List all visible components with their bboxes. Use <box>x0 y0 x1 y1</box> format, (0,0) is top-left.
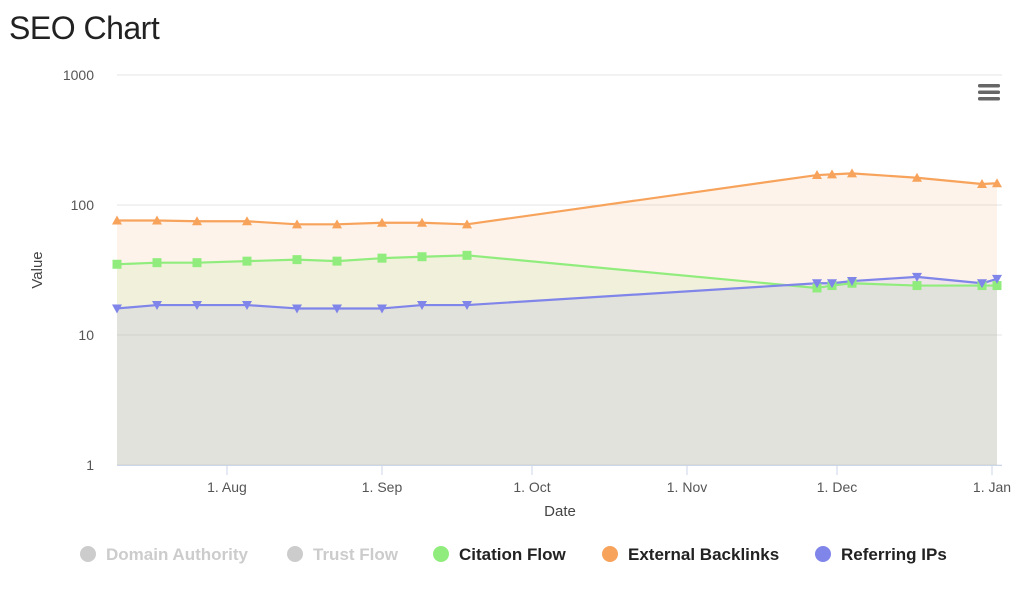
external-backlinks-point <box>192 216 202 226</box>
citation-flow-point <box>417 252 427 262</box>
x-tick-label: 1. Dec <box>817 479 857 495</box>
external-backlinks-point <box>242 216 252 226</box>
citation-flow-point <box>992 281 1002 291</box>
external-backlinks-point <box>332 219 342 229</box>
citation-flow-point <box>462 250 472 260</box>
external-backlinks-point <box>812 170 822 180</box>
external-backlinks-point <box>112 215 122 225</box>
legend-marker <box>433 546 449 562</box>
legend-marker <box>602 546 618 562</box>
hamburger-menu-icon <box>978 84 1000 101</box>
citation-flow-point <box>292 255 302 265</box>
x-tick-label: 1. Jan <box>973 479 1011 495</box>
referring-ips-point <box>977 279 987 289</box>
y-tick-label: 10 <box>78 327 94 343</box>
referring-ips-point <box>417 301 427 311</box>
external-backlinks-point <box>292 219 302 229</box>
external-backlinks-point <box>152 215 162 225</box>
legend-label: Trust Flow <box>313 545 399 564</box>
referring-ips-point <box>332 304 342 314</box>
referring-ips-point <box>827 279 837 289</box>
y-tick-label: 100 <box>71 197 95 213</box>
citation-flow-point <box>192 258 202 268</box>
external-backlinks-point <box>912 172 922 182</box>
citation-flow-point <box>377 253 387 263</box>
citation-flow-point <box>152 258 162 268</box>
axes: 1 10 100 1000 1. Aug 1. Sep 1. Oct 1. Nov 1. Dec… <box>63 67 1011 495</box>
citation-flow-point <box>242 256 252 266</box>
legend-item-citation-flow[interactable]: Citation Flow <box>433 545 566 564</box>
external-backlinks-area <box>117 173 997 465</box>
legend-item-external-backlinks[interactable]: External Backlinks <box>602 545 779 564</box>
referring-ips-point <box>242 301 252 311</box>
referring-ips-point <box>812 279 822 289</box>
legend-marker <box>815 546 831 562</box>
page-title: SEO Chart <box>9 10 160 46</box>
x-tick-label: 1. Sep <box>362 479 403 495</box>
external-backlinks-point <box>977 179 987 189</box>
y-axis-title: Value <box>29 251 46 288</box>
referring-ips-point <box>462 301 472 311</box>
external-backlinks-point <box>417 217 427 227</box>
referring-ips-point <box>112 304 122 314</box>
referring-ips-point <box>912 272 922 282</box>
legend-item-domain-authority[interactable]: Domain Authority <box>80 545 249 564</box>
x-tick-label: 1. Nov <box>667 479 707 495</box>
referring-ips-point <box>292 304 302 314</box>
series-areas <box>117 173 997 465</box>
referring-ips-point <box>192 301 202 311</box>
citation-flow-point <box>332 256 342 266</box>
referring-ips-point <box>377 304 387 314</box>
series-markers <box>112 168 1002 314</box>
citation-flow-point <box>912 281 922 291</box>
legend-label: Domain Authority <box>106 545 249 564</box>
x-tick-label: 1. Aug <box>207 479 247 495</box>
y-tick-label: 1000 <box>63 67 94 83</box>
legend-label: External Backlinks <box>628 545 779 564</box>
legend-label: Citation Flow <box>459 545 566 564</box>
referring-ips-point <box>992 274 1002 284</box>
external-backlinks-point <box>847 168 857 178</box>
legend-label: Referring IPs <box>841 545 947 564</box>
chart-menu-button[interactable] <box>972 78 1006 106</box>
legend-marker <box>287 546 303 562</box>
x-axis-title: Date <box>544 503 576 520</box>
external-backlinks-point <box>377 217 387 227</box>
y-tick-label: 1 <box>86 457 94 473</box>
referring-ips-point <box>847 277 857 287</box>
referring-ips-point <box>152 301 162 311</box>
referring-ips-area <box>117 276 997 465</box>
legend-item-trust-flow[interactable]: Trust Flow <box>287 545 399 564</box>
x-tick-label: 1. Oct <box>513 479 550 495</box>
external-backlinks-point <box>462 219 472 229</box>
citation-flow-point <box>112 259 122 269</box>
chart-legend: Domain Authority Trust Flow Citation Flow E… <box>80 545 947 564</box>
external-backlinks-point <box>992 178 1002 188</box>
external-backlinks-point <box>827 169 837 179</box>
legend-item-referring-ips[interactable]: Referring IPs <box>815 545 947 564</box>
legend-marker <box>80 546 96 562</box>
